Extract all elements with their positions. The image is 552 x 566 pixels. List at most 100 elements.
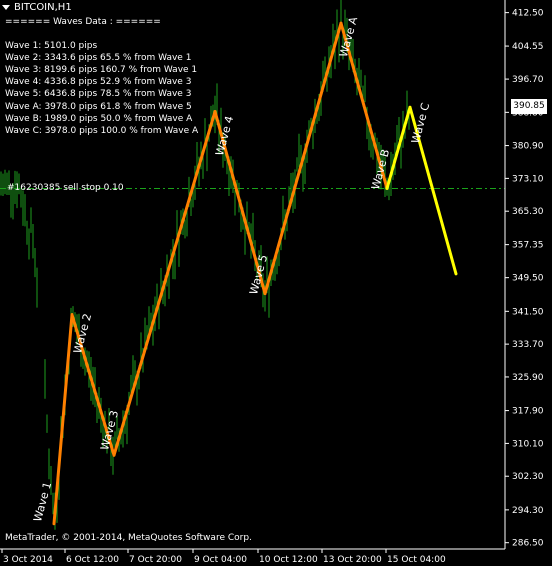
candle-body	[48, 458, 50, 462]
candle-body	[82, 360, 84, 363]
candle-body	[132, 371, 134, 378]
wave-info-line: Wave C: 3978.0 pips 100.0 % from Wave A	[5, 125, 199, 136]
candle-body	[116, 431, 118, 436]
candle-body	[336, 28, 338, 32]
candle-body	[234, 192, 236, 197]
candle-body	[238, 205, 240, 212]
candle-body	[268, 294, 270, 300]
candle-body	[192, 199, 194, 201]
candle-body	[130, 387, 132, 390]
candle-body	[176, 223, 178, 230]
chart-symbol-title: BITCOIN,H1	[14, 2, 72, 13]
y-tick-label: 286.50	[512, 539, 544, 549]
candle-body	[4, 179, 6, 184]
candle-body	[240, 215, 242, 221]
current-price-tag: 390.85	[511, 99, 547, 114]
candle-body	[202, 165, 204, 170]
candle-body	[138, 377, 140, 382]
wave-label: Wave 1	[31, 480, 54, 523]
candle-body	[22, 211, 24, 215]
y-tick-label: 310.10	[512, 439, 544, 449]
candle-body	[266, 274, 268, 276]
candle-body	[318, 104, 320, 112]
candle-body	[98, 396, 100, 400]
wave-segment	[408, 105, 458, 276]
candle-body	[382, 162, 384, 168]
candle-body	[204, 133, 206, 137]
x-tick-label: 10 Oct 12:00	[259, 555, 318, 565]
candle-body	[278, 257, 280, 259]
candle-body	[286, 223, 288, 229]
candle-body	[196, 156, 198, 160]
candle-body	[24, 205, 26, 208]
candle-body	[346, 32, 348, 34]
candle-body	[200, 150, 202, 156]
wave-info-line: Wave 5: 6436.8 pips 78.5 % from Wave 3	[5, 89, 192, 100]
candle-body	[190, 207, 192, 210]
candle-body	[14, 186, 16, 190]
candle-body	[16, 194, 18, 198]
y-tick-label: 317.90	[512, 407, 544, 417]
candle-body	[276, 256, 278, 261]
wave-info-line: Wave 1: 5101.0 pips	[5, 41, 98, 52]
candle-body	[216, 103, 218, 107]
candle-body	[160, 284, 162, 291]
candle-body	[332, 38, 334, 42]
candle-body	[106, 441, 108, 448]
dropdown-arrow-icon[interactable]	[2, 4, 10, 10]
y-tick-label: 325.90	[512, 373, 544, 383]
y-tick-label: 396.70	[512, 75, 544, 85]
candle-body	[44, 378, 46, 380]
candle-body	[102, 427, 104, 434]
x-tick-label: 15 Oct 04:00	[387, 555, 446, 565]
wave-info-line: Wave B: 1989.0 pips 50.0 % from Wave A	[5, 113, 193, 124]
candle-body	[34, 258, 36, 263]
candle-body	[224, 153, 226, 155]
wave-segment	[385, 105, 412, 190]
y-tick-label: 341.50	[512, 307, 544, 317]
candle-body	[290, 191, 292, 194]
y-tick-label: 404.55	[512, 42, 544, 52]
chart-title-bar[interactable]: BITCOIN,H1	[2, 2, 72, 14]
wave-info-line: Wave 4: 4336.8 pips 52.9 % from Wave 3	[5, 77, 192, 88]
candle-body	[158, 311, 160, 318]
x-tick-label: 7 Oct 20:00	[129, 555, 182, 565]
candle-body	[156, 295, 158, 300]
wave-info-line: Wave A: 3978.0 pips 61.8 % from Wave 5	[5, 101, 192, 112]
wave-segment	[52, 313, 74, 526]
candle-body	[206, 152, 208, 158]
candle-body	[360, 79, 362, 86]
candle-body	[350, 48, 352, 53]
candle-body	[210, 117, 212, 119]
candle-body	[296, 161, 298, 164]
candle-body	[260, 268, 262, 272]
candle-body	[312, 130, 314, 136]
copyright-text: MetaTrader, © 2001-2014, MetaQuotes Soft…	[5, 533, 252, 543]
candle-body	[46, 421, 48, 423]
candle-body	[368, 131, 370, 133]
candle-body	[140, 346, 142, 350]
candle-body	[344, 28, 346, 33]
candle-body	[342, 39, 344, 43]
x-tick-label: 6 Oct 12:00	[66, 555, 119, 565]
candle-body	[124, 420, 126, 427]
y-tick-label: 333.70	[512, 340, 544, 350]
candle-body	[358, 75, 360, 80]
candle-body	[282, 218, 284, 220]
candle-body	[400, 150, 402, 156]
candle-body	[398, 132, 400, 134]
candle-body	[370, 139, 372, 141]
candle-body	[178, 250, 180, 256]
candle-body	[274, 269, 276, 271]
candle-body	[50, 488, 52, 491]
order-label[interactable]: #16230385 sell stop 0.10	[7, 183, 124, 193]
candle-body	[12, 196, 14, 201]
wave-segment	[213, 109, 267, 296]
candle-body	[174, 252, 176, 259]
y-tick-label: 294.30	[512, 506, 544, 516]
candle-body	[108, 422, 110, 425]
candle-body	[308, 125, 310, 130]
candle-body	[222, 150, 224, 152]
candle-body	[362, 92, 364, 96]
